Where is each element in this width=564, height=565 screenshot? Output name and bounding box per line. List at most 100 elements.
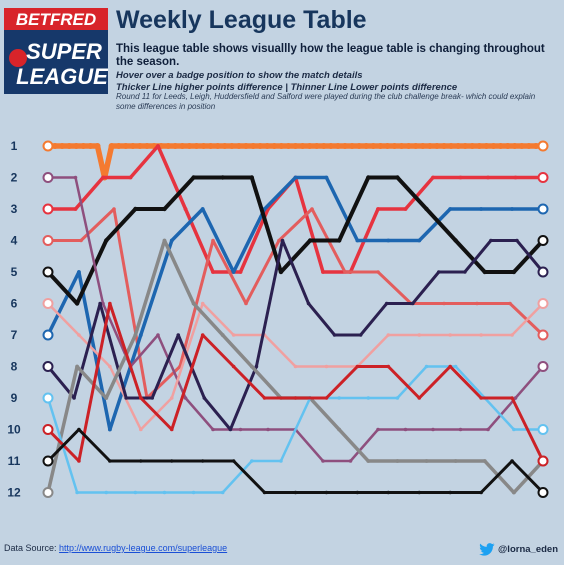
team-badge-icon[interactable] (42, 424, 54, 435)
series-point (448, 490, 452, 495)
series-point (386, 238, 391, 243)
team-badge-icon[interactable] (42, 266, 54, 278)
series-point (510, 396, 514, 400)
series-point (183, 396, 188, 400)
team-badge-icon[interactable] (42, 392, 54, 404)
team-badge-icon[interactable] (537, 455, 549, 467)
series-point (262, 490, 267, 495)
series-point (448, 207, 453, 211)
series-point (479, 333, 483, 337)
series-point (244, 301, 248, 306)
series-point (513, 175, 518, 180)
series-point (306, 142, 313, 150)
team-badge-icon[interactable] (537, 361, 549, 372)
series-point (228, 142, 235, 150)
team-badge-icon[interactable] (537, 487, 549, 498)
series-point (169, 396, 174, 400)
series-point (395, 396, 400, 400)
team-badge-icon[interactable] (537, 203, 549, 215)
series-point (324, 364, 329, 369)
series-point (332, 333, 337, 337)
team-badge-icon[interactable] (537, 140, 549, 152)
series-line-6 (46, 176, 545, 463)
series-point (453, 238, 458, 243)
series-point (108, 364, 112, 369)
series-point (515, 238, 519, 243)
badges-layer[interactable] (42, 140, 549, 498)
series-point (231, 333, 236, 337)
series-point (94, 142, 101, 150)
series-point (75, 364, 80, 369)
series-point (424, 459, 429, 463)
series-point (257, 142, 264, 150)
series-point (211, 270, 215, 274)
team-badge-icon[interactable] (537, 298, 549, 309)
series-point (391, 142, 398, 150)
series-point (386, 490, 391, 495)
y-tick-label-1: 1 (11, 139, 18, 153)
twitter-handle[interactable]: @lorna_eden (479, 543, 558, 556)
team-badge-icon[interactable] (537, 172, 549, 183)
series-point (417, 238, 422, 243)
team-badge-icon[interactable] (42, 329, 54, 341)
series-point (479, 207, 484, 211)
series-point (200, 207, 205, 211)
series-point (431, 427, 435, 432)
series-point (235, 142, 242, 150)
series-point (448, 142, 455, 150)
team-badge-icon[interactable] (537, 329, 549, 341)
team-badge-icon[interactable] (42, 361, 54, 372)
series-point (191, 301, 196, 306)
series-point (398, 142, 405, 150)
team-badge-icon[interactable] (42, 487, 54, 498)
series-point (386, 364, 391, 369)
series-point (169, 238, 174, 243)
series-point (176, 333, 181, 337)
series-point (324, 490, 329, 495)
series-point (358, 333, 363, 337)
data-source-link[interactable]: http://www.rugby-league.com/superleague (59, 543, 228, 553)
series-point (73, 175, 78, 180)
series-point (462, 142, 469, 150)
series-point (479, 490, 483, 495)
series-point (143, 142, 151, 150)
series-point (486, 175, 490, 180)
series-point (356, 142, 363, 150)
series-point (254, 364, 259, 369)
series-point (448, 333, 452, 337)
series-point (386, 333, 391, 337)
series-point (310, 207, 314, 211)
series-point (510, 333, 514, 337)
team-badge-icon[interactable] (42, 455, 54, 467)
team-badge-icon[interactable] (42, 140, 54, 152)
series-line-1 (45, 143, 546, 181)
team-badge-icon[interactable] (537, 424, 549, 435)
team-badge-icon[interactable] (42, 203, 54, 215)
series-point (280, 238, 285, 243)
y-tick-label-4: 4 (11, 234, 18, 248)
series-point (107, 427, 112, 432)
y-tick-label-2: 2 (11, 171, 18, 185)
page-title: Weekly League Table (116, 6, 367, 34)
series-point (458, 427, 463, 432)
hover-instruction: Hover over a badge position to show the … (116, 70, 363, 81)
team-badge-icon[interactable] (537, 235, 549, 246)
series-point (363, 142, 370, 150)
series-point (278, 142, 285, 150)
series-point (511, 269, 517, 275)
team-badge-icon[interactable] (42, 298, 54, 309)
series-point (72, 396, 76, 400)
series-point (510, 207, 514, 211)
team-badge-icon[interactable] (42, 172, 54, 183)
series-point (200, 301, 205, 306)
series-point (370, 142, 377, 150)
series-point (66, 142, 73, 150)
team-badge-icon[interactable] (537, 266, 549, 278)
series-point (262, 396, 267, 400)
team-badge-icon[interactable] (42, 235, 54, 246)
y-tick-label-7: 7 (11, 328, 18, 342)
y-tick-label-8: 8 (11, 360, 18, 374)
series-point (442, 301, 446, 306)
